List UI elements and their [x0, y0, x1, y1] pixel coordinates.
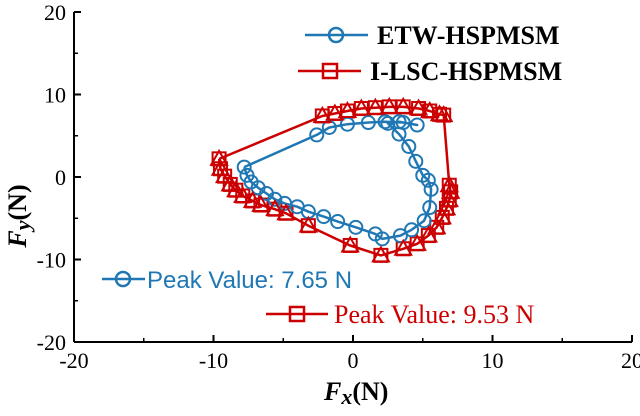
- data-point: [360, 115, 376, 131]
- data-point-triangle: [365, 97, 386, 115]
- data-point-triangle: [251, 195, 271, 213]
- x-axis-title-unit: (N): [352, 377, 388, 406]
- data-point-triangle: [242, 190, 263, 208]
- data-point: [408, 153, 424, 169]
- x-tick-label: -20: [59, 348, 88, 373]
- x-axis-title: Fx(N): [323, 377, 388, 409]
- y-tick-label: 10: [44, 83, 66, 108]
- data-point: [416, 213, 432, 229]
- data-point-triangle: [436, 198, 457, 216]
- data-point: [348, 219, 364, 235]
- y-tick-label: -20: [37, 330, 66, 355]
- legend-label-ilsc: I-LSC-HSPMSM: [370, 57, 562, 86]
- data-point-triangle: [337, 100, 358, 118]
- data-point-triangle: [439, 190, 459, 208]
- y-tick-label: 20: [44, 0, 66, 25]
- data-point-triangle: [371, 245, 391, 263]
- data-point-triangle: [226, 180, 246, 198]
- x-axis-title-main: F: [323, 377, 341, 406]
- legend-marker-etw: [327, 26, 345, 44]
- series-ilsc-triangle-markers: [209, 96, 461, 263]
- series-etw: [236, 114, 439, 247]
- annotation-label-ilsc: Peak Value: 9.53 N: [334, 300, 534, 329]
- data-point: [316, 209, 332, 225]
- data-point-triangle: [426, 217, 447, 235]
- data-point: [423, 181, 439, 197]
- x-tick-label: 0: [348, 348, 359, 373]
- data-point-triangle: [393, 96, 413, 114]
- y-axis-title-main: F: [3, 230, 32, 248]
- data-point-triangle: [408, 98, 429, 116]
- data-point: [415, 167, 431, 183]
- data-point: [395, 115, 411, 131]
- data-point-triangle: [312, 105, 333, 123]
- data-point-triangle: [265, 199, 285, 217]
- annotation-marker-ilsc: [288, 305, 306, 323]
- annotation-marker-etw: [114, 270, 132, 288]
- series-layer: [209, 96, 461, 263]
- y-axis-title-sub: y: [10, 220, 35, 233]
- data-point-triangle: [439, 175, 459, 193]
- data-point: [377, 114, 393, 130]
- data-point-triangle: [233, 185, 253, 203]
- data-point: [236, 159, 252, 175]
- legend-label-etw: ETW-HSPMSM: [377, 21, 559, 50]
- data-point-triangle: [325, 103, 345, 121]
- data-point-triangle: [418, 225, 439, 243]
- data-point-triangle: [298, 215, 319, 233]
- data-point-triangle: [214, 166, 235, 184]
- data-point-triangle: [420, 100, 440, 118]
- annotation-etw: Peak Value: 7.65 N: [102, 267, 352, 294]
- y-axis-title-unit: (N): [3, 184, 32, 220]
- data-point-triangle: [340, 235, 360, 253]
- data-point-triangle: [351, 98, 372, 116]
- x-axis-title-sub: x: [340, 384, 352, 409]
- annotation-ilsc: Peak Value: 9.53 N: [266, 300, 534, 329]
- data-point-triangle: [393, 238, 413, 256]
- data-point-triangle: [432, 207, 453, 225]
- axis-ticks: -20 -10 0 10 20 -20 -10 0 10 20: [37, 0, 640, 373]
- x-tick-label: 20: [621, 348, 640, 373]
- data-point: [374, 231, 390, 247]
- data-point-triangle: [379, 96, 399, 114]
- x-tick-label: -10: [199, 348, 228, 373]
- y-axis-title: Fy(N): [3, 184, 35, 248]
- annotation-label-etw: Peak Value: 7.65 N: [147, 267, 352, 294]
- legend-marker-ilsc: [321, 62, 339, 80]
- y-tick-label: -10: [37, 248, 66, 273]
- data-point: [422, 200, 438, 216]
- data-point: [309, 127, 325, 143]
- data-point-triangle: [276, 203, 296, 221]
- data-point: [267, 191, 283, 207]
- y-tick-label: 0: [55, 165, 66, 190]
- data-point: [404, 222, 420, 238]
- data-point: [401, 138, 417, 154]
- data-point: [330, 214, 346, 230]
- x-tick-label: 10: [482, 348, 504, 373]
- data-point-triangle: [407, 233, 427, 251]
- data-point: [409, 117, 425, 133]
- legend: ETW-HSPMSM I-LSC-HSPMSM: [298, 21, 562, 86]
